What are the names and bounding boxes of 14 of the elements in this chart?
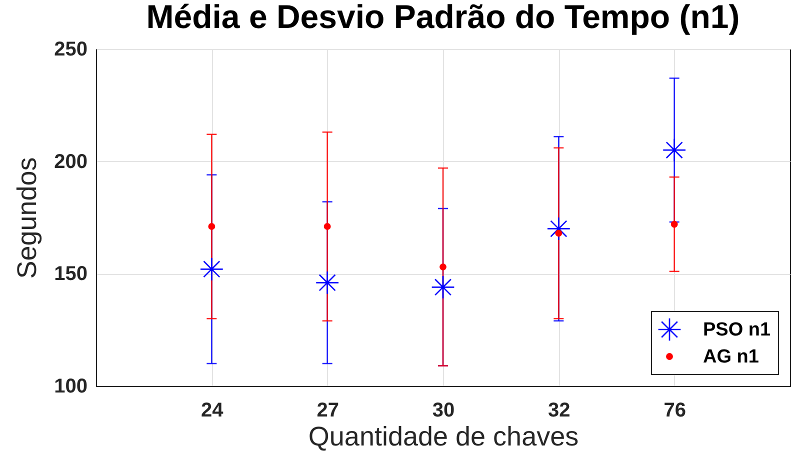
x-tick-label: 30 <box>432 400 455 422</box>
legend-label: AG n1 <box>703 346 760 368</box>
y-tick-label: 150 <box>54 263 88 286</box>
x-tick-label: 32 <box>548 400 570 422</box>
y-tick-label: 100 <box>54 376 88 398</box>
legend-label: PSO n1 <box>703 320 772 340</box>
chart-title: Média e Desvio Padrão do Tempo (n1) <box>146 0 740 35</box>
y-axis-title: Segundos <box>12 157 42 279</box>
x-tick-label: 27 <box>316 400 339 422</box>
y-tick-label: 200 <box>54 150 88 173</box>
x-tick-label: 24 <box>201 400 224 422</box>
x-tick-label: 76 <box>664 400 686 422</box>
x-axis-title: Quantidade de chaves <box>308 422 579 452</box>
y-tick-label: 250 <box>54 38 88 60</box>
